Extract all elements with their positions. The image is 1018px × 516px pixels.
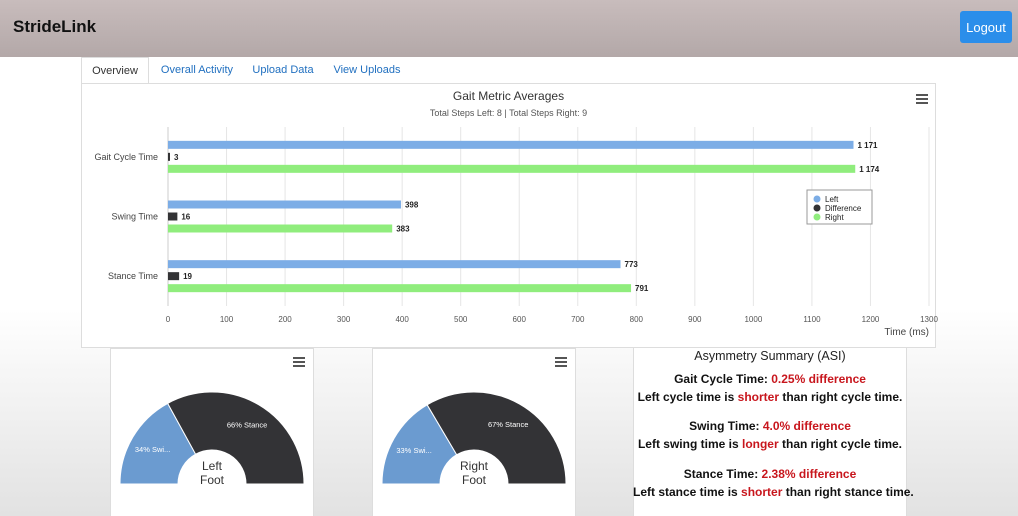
bar-left (168, 260, 621, 269)
legend-item: Left (825, 195, 839, 204)
bar-right (168, 284, 632, 293)
bar-left (168, 140, 854, 149)
asi-swing-heading: Swing Time: 4.0% difference (689, 419, 851, 433)
bar-value-label: 16 (181, 213, 190, 222)
bar-value-label: 19 (183, 272, 192, 281)
tab-upload-data[interactable]: Upload Data (252, 64, 314, 76)
x-tick-label: 500 (454, 315, 468, 324)
x-tick-label: 100 (220, 315, 234, 324)
right-foot-label: Right Foot (459, 459, 488, 487)
x-tick-label: 900 (688, 315, 702, 324)
gauge-slice-stance (166, 391, 305, 485)
legend-item: Right (825, 213, 844, 222)
x-tick-label: 700 (571, 315, 585, 324)
legend-marker (813, 213, 821, 221)
x-tick-label: 1000 (744, 315, 762, 324)
gait-metrics-bar-chart: 0 100 200 300 400 500 600 700 800 900 1000 1100 1200… (94, 127, 938, 338)
x-tick-label: 1100 (803, 315, 821, 324)
bar-right (168, 224, 393, 233)
asi-swing-description: Left swing time is longer than right cyc… (637, 437, 903, 451)
bar-value-label: 1 174 (859, 165, 880, 174)
asi-title: Asymmetry Summary (ASI) (694, 349, 846, 363)
category-label: Stance Time (108, 271, 158, 281)
asi-gait-description: Left cycle time is shorter than right cy… (637, 390, 903, 404)
bar-difference (168, 272, 180, 281)
bar-value-label: 791 (635, 284, 649, 293)
bar-value-label: 3 (174, 153, 179, 162)
bar-left (168, 200, 401, 209)
left-foot-label: Left Foot (199, 459, 224, 487)
asi-stance-heading: Stance Time: 2.38% difference (683, 467, 857, 481)
hamburger-menu-icon[interactable] (555, 357, 567, 367)
gauge-slice-swing (119, 402, 197, 485)
gait-metrics-panel (81, 83, 936, 348)
bar-value-label: 1 171 (857, 141, 878, 150)
legend-marker (813, 195, 821, 203)
tab-overview[interactable]: Overview (81, 57, 149, 84)
x-tick-label: 600 (513, 315, 527, 324)
asi-gait-heading: Gait Cycle Time: 0.25% difference (674, 372, 866, 386)
category-label: Gait Cycle Time (94, 152, 158, 162)
x-tick-label: 800 (630, 315, 644, 324)
legend-item: Difference (825, 204, 862, 213)
chart-subtitle: Total Steps Left: 8 | Total Steps Right:… (429, 108, 588, 118)
x-tick-label: 200 (278, 315, 292, 324)
bar-difference (168, 152, 170, 161)
app-header: StrideLink Logout (0, 0, 1018, 57)
gauge-slice-label: 66% Stance (227, 421, 267, 430)
legend-marker (813, 204, 821, 212)
category-label: Swing Time (111, 212, 158, 222)
x-axis-title: Time (ms) (884, 327, 929, 338)
x-tick-label: 1200 (862, 315, 880, 324)
tab-overall-activity[interactable]: Overall Activity (160, 64, 234, 76)
gauge-slice-label: 67% Stance (488, 420, 528, 429)
gauge-slice-label: 34% Swi... (135, 445, 170, 454)
x-tick-label: 300 (337, 315, 351, 324)
gauge-slice-label: 33% Swi... (396, 446, 431, 455)
bar-value-label: 383 (396, 225, 410, 234)
x-tick-label: 0 (166, 315, 171, 324)
right-foot-gauge: 33% Swi... 67% Stance (381, 391, 567, 485)
logout-button[interactable]: Logout (960, 11, 1012, 43)
left-foot-gauge: 34% Swi... 66% Stance (119, 391, 305, 485)
bar-right (168, 164, 856, 173)
chart-title: Gait Metric Averages (452, 89, 565, 103)
hamburger-menu-icon[interactable] (293, 357, 305, 367)
x-tick-label: 400 (395, 315, 409, 324)
brand-logo[interactable]: StrideLink (13, 17, 97, 36)
asymmetry-summary-card (633, 348, 907, 516)
gauge-slice-stance (426, 391, 567, 485)
asi-stance-description: Left stance time is shorter than right s… (633, 485, 914, 499)
bar-value-label: 773 (625, 260, 639, 269)
bar-value-label: 398 (405, 201, 419, 210)
bar-difference (168, 212, 178, 221)
tab-view-uploads[interactable]: View Uploads (333, 64, 401, 76)
x-tick-label: 1300 (920, 315, 938, 324)
hamburger-menu-icon[interactable] (916, 94, 928, 104)
